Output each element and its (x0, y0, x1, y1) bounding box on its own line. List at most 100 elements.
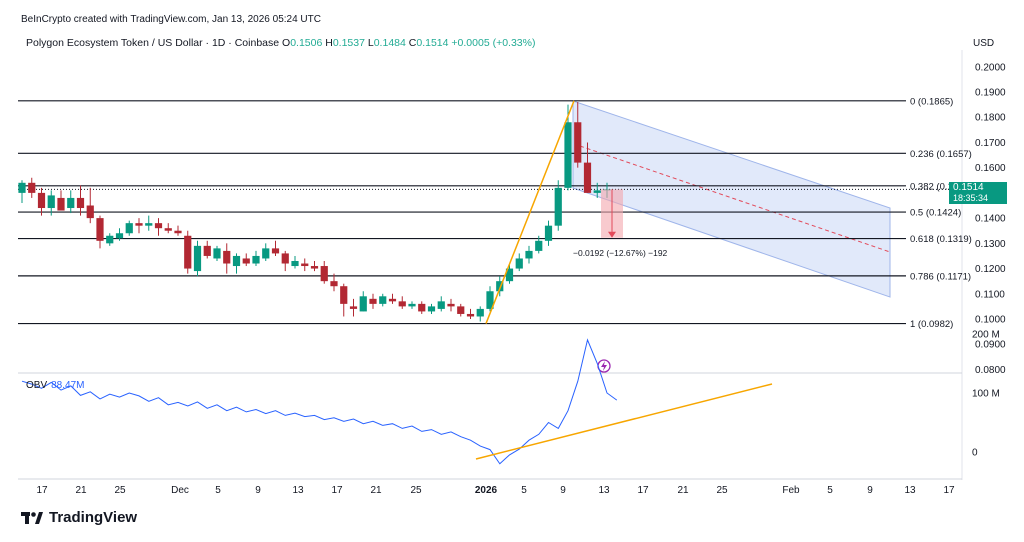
price-tick-label: 0.1100 (975, 289, 1005, 300)
candle-body (164, 228, 172, 231)
candle-body (301, 263, 309, 267)
fib-level-label: 1 (0.0982) (910, 319, 953, 330)
candle-body (193, 245, 202, 272)
time-tick-label: 5 (827, 485, 833, 496)
time-tick-label: 17 (637, 485, 649, 496)
drawdown-annotation: −0.0192 (−12.67%) −192 (573, 248, 668, 258)
lightning-bolt-icon (601, 361, 607, 371)
time-tick-label: 13 (598, 485, 610, 496)
candle-body (262, 248, 270, 259)
time-tick-label: 17 (943, 485, 955, 496)
obv-name: OBV (26, 380, 48, 391)
candle-body (76, 197, 85, 209)
price-tick-label: 0.0900 (975, 340, 1006, 351)
candle-body (505, 268, 514, 282)
candle-body (135, 223, 143, 226)
candle-body (369, 298, 377, 304)
candle-body (340, 286, 348, 304)
fib-level-label: 0.236 (0.1657) (910, 149, 972, 160)
tradingview-wordmark: TradingView (49, 509, 138, 526)
fib-level-label: 0 (0.1865) (910, 96, 953, 107)
chart-credit: BeInCrypto created with TradingView.com,… (21, 14, 321, 25)
candle-body (427, 306, 436, 312)
candle-body (154, 223, 163, 229)
candle-body (535, 240, 543, 251)
candle-body (349, 306, 358, 309)
candle-body (359, 296, 367, 312)
time-tick-label: 21 (370, 485, 382, 496)
candle-body (281, 253, 289, 264)
change-value: +0.0005 (+0.33%) (451, 37, 536, 49)
price-tick-label: 0.0800 (975, 365, 1006, 376)
candle-body (486, 291, 494, 309)
currency-label[interactable]: USD (973, 38, 995, 49)
fib-swing-line (485, 100, 575, 324)
high-label: H (325, 37, 333, 49)
candle-body (437, 301, 445, 309)
price-tick-label: 0.1200 (975, 264, 1006, 275)
price-tick-label: 0.1900 (975, 88, 1006, 99)
time-tick-label: 25 (410, 485, 422, 496)
candle-body (515, 258, 523, 269)
obv-legend: OBV 88.47M (26, 380, 84, 391)
candle-body (67, 197, 75, 209)
time-tick-label: 2026 (475, 485, 498, 496)
obv-trendline (475, 383, 773, 460)
open-label: O (282, 37, 291, 49)
candle-body (525, 250, 533, 259)
candle-body (564, 122, 572, 188)
candle-body (554, 187, 562, 226)
time-tick-label: 25 (716, 485, 728, 496)
candle-body (184, 235, 192, 269)
candle-body (37, 192, 46, 209)
candle-body (203, 245, 211, 256)
obv-line (21, 338, 618, 465)
time-tick-label: 21 (75, 485, 87, 496)
candle-body (115, 233, 124, 239)
time-tick-label: 9 (867, 485, 873, 496)
descending-channel (572, 100, 891, 298)
candle-body (408, 303, 416, 307)
candle-body (476, 308, 484, 317)
time-tick-label: 25 (114, 485, 126, 496)
candle-body (18, 182, 26, 193)
tradingview-logo[interactable]: TradingView (21, 509, 137, 526)
price-tick-label: 0.1600 (975, 163, 1006, 174)
candle-body (466, 313, 475, 317)
price-tick-label: 0.1800 (975, 113, 1006, 124)
drawdown-arrowhead (608, 231, 616, 238)
time-tick-label: 21 (677, 485, 689, 496)
candle-body (496, 281, 504, 292)
price-tick-label: 0.1400 (975, 214, 1006, 225)
time-tick-label: 13 (292, 485, 304, 496)
time-tick-label: 17 (331, 485, 343, 496)
candle-body (291, 260, 299, 267)
candle-body (544, 225, 553, 241)
candle-body (86, 205, 94, 219)
candle-body (223, 250, 231, 264)
candle-body (174, 230, 182, 234)
bar-countdown: 18:35:34 (953, 193, 989, 203)
candle-body (447, 303, 455, 307)
symbol-name: Polygon Ecosystem Token / US Dollar · 1D… (26, 37, 280, 49)
close-value: 0.1514 (416, 37, 449, 49)
time-tick-label: 17 (36, 485, 48, 496)
fib-level-label: 0.786 (0.1171) (910, 271, 971, 282)
candle-body (330, 281, 338, 287)
price-tick-label: 0.1300 (975, 239, 1006, 250)
candle-body (593, 190, 601, 193)
last-price: 0.1514 (953, 182, 984, 193)
symbol-legend: Polygon Ecosystem Token / US Dollar · 1D… (26, 37, 535, 49)
low-label: L (367, 37, 374, 49)
last-price-tag: 0.1514 18:35:34 (949, 182, 1007, 204)
tradingview-logo-icon (21, 511, 43, 524)
time-tick-label: 9 (255, 485, 261, 496)
time-tick-label: Feb (782, 485, 800, 496)
fib-level-label: 0.5 (0.1424) (910, 208, 961, 219)
candle-body (57, 197, 65, 211)
candle-body (583, 162, 592, 193)
candle-body (388, 298, 397, 302)
obv-value: 88.47M (51, 380, 85, 391)
close-label: C (408, 37, 417, 49)
